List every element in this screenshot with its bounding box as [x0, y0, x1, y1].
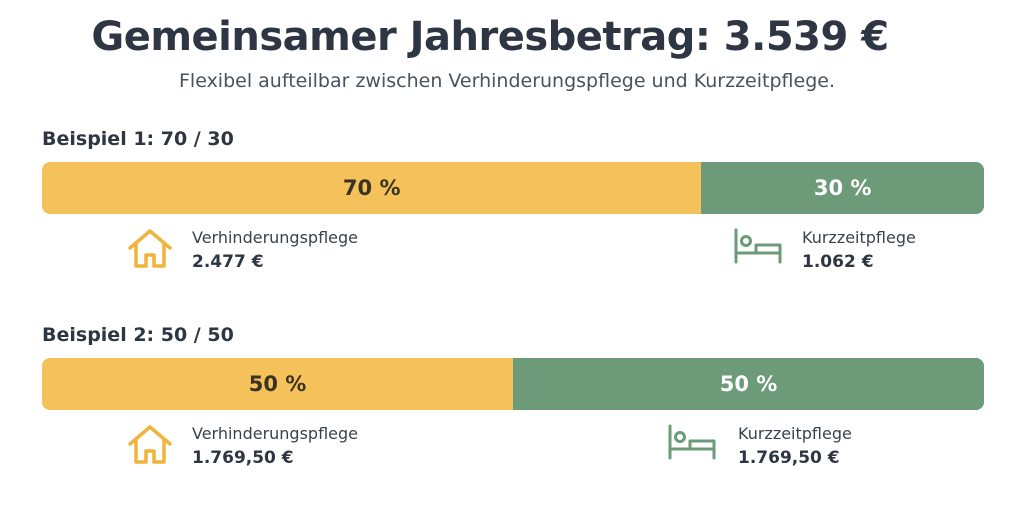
example-1-percent-verhinderungspflege: 70 %	[342, 176, 401, 200]
example-2-legend-verhinderungspflege: Verhinderungspflege 1.769,50 €	[126, 420, 426, 480]
house-icon	[128, 229, 172, 268]
bed-icon	[734, 228, 782, 264]
example-1-legend-kurzzeitpflege: Kurzzeitpflege 1.062 €	[732, 224, 972, 284]
example-1-legend-verhinderungspflege: Verhinderungspflege 2.477 €	[126, 224, 426, 284]
example-2-segment-kurzzeitpflege: 50 %	[513, 358, 984, 410]
example-2-label: Beispiel 2: 50 / 50	[42, 324, 234, 346]
example-1-bar: 70 % 30 %	[42, 162, 984, 214]
example-2-percent-kurzzeitpflege: 50 %	[719, 372, 778, 396]
legend-amount-verhinderungspflege: 1.769,50 €	[192, 448, 294, 468]
example-1-label: Beispiel 1: 70 / 30	[42, 128, 234, 150]
example-1-percent-kurzzeitpflege: 30 %	[813, 176, 872, 200]
page-title: Gemeinsamer Jahresbetrag: 3.539 €	[91, 14, 889, 60]
legend-amount-kurzzeitpflege: 1.769,50 €	[738, 448, 840, 468]
example-1-segment-kurzzeitpflege: 30 %	[701, 162, 984, 214]
legend-name-kurzzeitpflege: Kurzzeitpflege	[738, 424, 852, 443]
bed-icon	[668, 424, 716, 460]
legend-amount-kurzzeitpflege: 1.062 €	[802, 252, 874, 272]
page-subtitle: Flexibel aufteilbar zwischen Verhinderun…	[179, 70, 835, 92]
example-2-segment-verhinderungspflege: 50 %	[42, 358, 513, 410]
example-2-percent-verhinderungspflege: 50 %	[248, 372, 307, 396]
legend-name-verhinderungspflege: Verhinderungspflege	[192, 424, 358, 443]
legend-name-kurzzeitpflege: Kurzzeitpflege	[802, 228, 916, 247]
example-2-legend-kurzzeitpflege: Kurzzeitpflege 1.769,50 €	[666, 420, 926, 480]
legend-amount-verhinderungspflege: 2.477 €	[192, 252, 264, 272]
example-2: Beispiel 2: 50 / 50 50 % 50 % Verhinderu…	[42, 324, 984, 484]
example-1-segment-verhinderungspflege: 70 %	[42, 162, 702, 214]
example-1: Beispiel 1: 70 / 30 70 % 30 % Verhinderu…	[42, 128, 984, 288]
example-2-bar: 50 % 50 %	[42, 358, 984, 410]
legend-name-verhinderungspflege: Verhinderungspflege	[192, 228, 358, 247]
house-icon	[128, 425, 172, 464]
